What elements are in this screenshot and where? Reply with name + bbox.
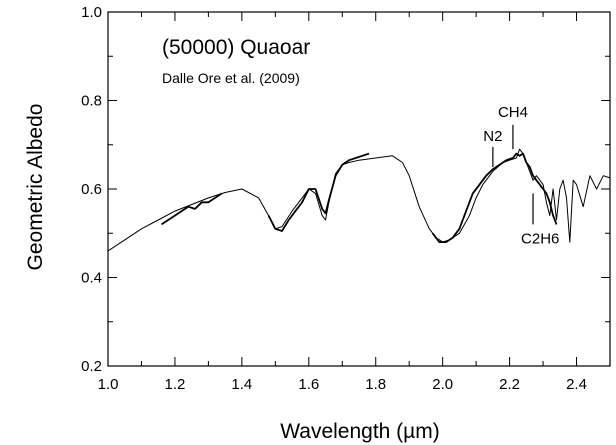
x-tick-label: 1.4 (231, 376, 252, 393)
y-axis-title: Geometric Albedo (24, 104, 47, 271)
y-tick-label: 0.2 (81, 358, 102, 375)
annotation-label: C2H6 (521, 230, 559, 247)
x-axis-title: Wavelength (µm) (280, 420, 440, 443)
x-tick-label: 2.2 (499, 376, 520, 393)
observed-spectrum-line (161, 152, 558, 243)
y-tick-label: 0.8 (81, 93, 102, 110)
x-tick-label: 1.6 (298, 376, 319, 393)
y-tick-label: 1.0 (81, 4, 102, 21)
x-tick-label: 1.2 (165, 376, 186, 393)
y-tick-label: 0.4 (81, 270, 102, 287)
x-tick-label: 1.8 (365, 376, 386, 393)
chart-title: (50000) Quaoar (162, 36, 310, 59)
annotation-label: CH4 (498, 104, 528, 121)
annotation-label: N2 (483, 128, 502, 145)
chart-subtitle: Dalle Ore et al. (2009) (162, 70, 300, 86)
x-tick-label: 1.0 (98, 376, 119, 393)
x-tick-label: 2.4 (566, 376, 587, 393)
y-tick-label: 0.6 (81, 181, 102, 198)
x-tick-label: 2.0 (432, 376, 453, 393)
plot-frame (107, 11, 611, 367)
